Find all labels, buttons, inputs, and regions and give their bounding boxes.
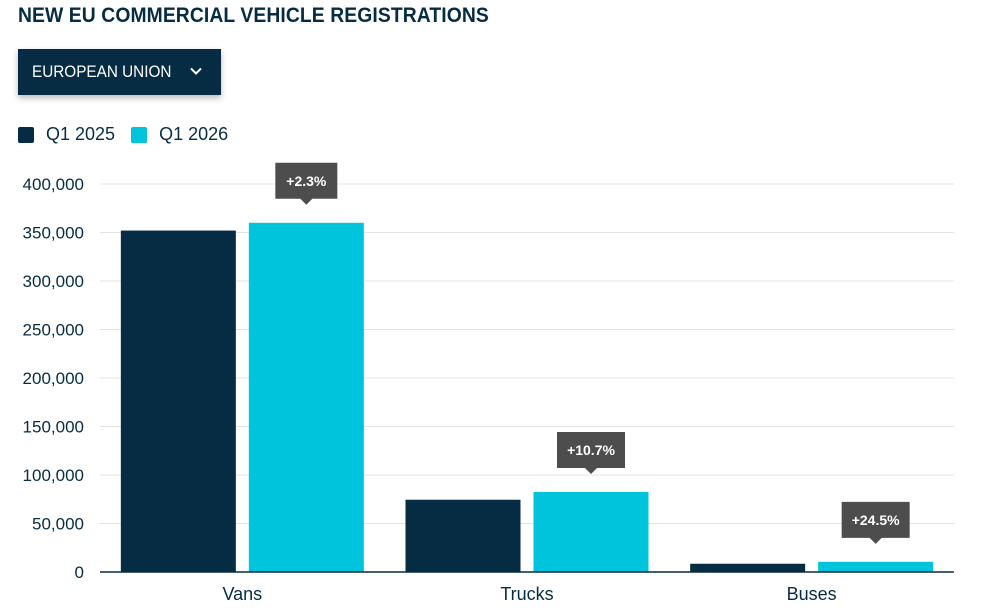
- legend-label-q1-2026: Q1 2026: [159, 124, 229, 144]
- y-tick-label: 200,000: [23, 369, 84, 388]
- y-tick-label: 400,000: [23, 175, 84, 194]
- bar-q1-2025-buses[interactable]: [690, 563, 806, 572]
- change-badge: [275, 162, 338, 205]
- legend-swatch-q1-2025: [18, 126, 34, 143]
- y-tick-label: 100,000: [23, 466, 84, 485]
- change-badge: [557, 431, 625, 474]
- chevron-down-icon: [190, 67, 202, 75]
- bar-q1-2025-trucks[interactable]: [405, 499, 521, 572]
- legend-label-q1-2025: Q1 2025: [46, 124, 116, 144]
- bar-q1-2025-vans[interactable]: [120, 230, 236, 572]
- x-tick-label: Buses: [787, 584, 837, 604]
- y-tick-label: 150,000: [23, 418, 84, 437]
- legend-swatch-q1-2026: [131, 126, 148, 143]
- change-badge-label: +2.3%: [286, 173, 327, 189]
- region-dropdown-label: EUROPEAN UNION: [32, 62, 172, 81]
- bar-q1-2026-trucks[interactable]: [533, 491, 649, 572]
- y-tick-label: 350,000: [23, 224, 84, 243]
- change-badge-label: +24.5%: [852, 512, 900, 528]
- change-badge-label: +10.7%: [567, 442, 615, 458]
- y-tick-label: 50,000: [32, 515, 84, 534]
- y-tick-label: 300,000: [23, 272, 84, 291]
- y-tick-label: 250,000: [23, 321, 84, 340]
- legend: Q1 2025 Q1 2026: [18, 124, 244, 145]
- legend-item-q1-2026[interactable]: Q1 2026: [131, 124, 228, 145]
- chart-title: NEW EU COMMERCIAL VEHICLE REGISTRATIONS: [18, 4, 489, 27]
- bar-q1-2026-buses[interactable]: [818, 561, 934, 572]
- change-badge: [841, 501, 910, 544]
- legend-item-q1-2025[interactable]: Q1 2025: [18, 124, 115, 145]
- x-tick-label: Trucks: [500, 584, 553, 604]
- x-tick-label: Vans: [222, 584, 262, 604]
- bar-q1-2026-vans[interactable]: [248, 222, 364, 573]
- y-tick-label: 0: [75, 563, 84, 582]
- region-dropdown[interactable]: EUROPEAN UNION: [18, 49, 221, 95]
